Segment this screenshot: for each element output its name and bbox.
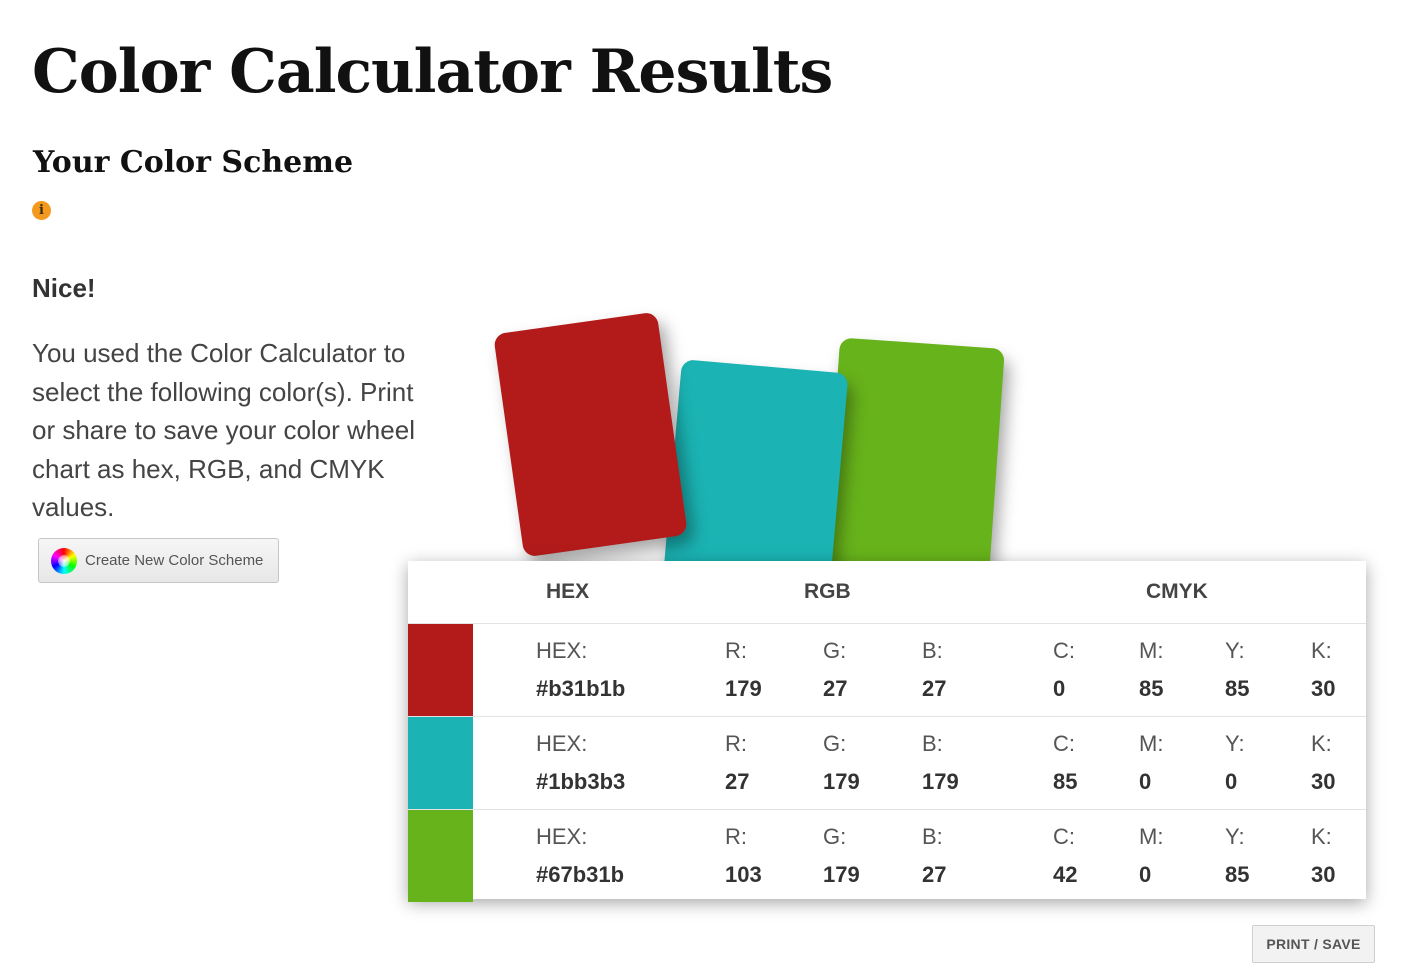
nice-heading: Nice! [32,273,96,303]
hex-value: #b31b1b [536,676,626,701]
k-cell: K: 30 [1311,636,1335,704]
c-label: C: [1053,824,1075,849]
print-save-button[interactable]: PRINT / SAVE [1252,925,1375,963]
g-cell: G: 179 [823,729,860,797]
section-title: Your Color Scheme [33,145,354,180]
create-button-label: Create New Color Scheme [85,552,264,569]
r-cell: R: 103 [725,822,762,890]
c-cell: C: 85 [1053,729,1077,797]
c-label: C: [1053,638,1075,663]
table-header: HEX RGB CMYK [408,561,1366,624]
k-label: K: [1311,638,1332,663]
color-swatch [408,717,473,809]
r-cell: R: 27 [725,729,749,797]
k-label: K: [1311,731,1332,756]
m-cell: M: 0 [1139,729,1163,797]
hex-label: HEX: [536,824,588,849]
hex-cell: HEX: #1bb3b3 [536,729,625,797]
color-wheel-icon [51,547,77,574]
c-value: 85 [1053,769,1078,794]
g-label: G: [823,824,847,849]
y-cell: Y: 85 [1225,822,1249,890]
r-label: R: [725,824,747,849]
color-swatch [408,810,473,902]
table-row: HEX: #67b31b R: 103 G: 179 B: 27 C: 42 M: 0 Y: 85 K: 30 [408,810,1366,902]
hex-label: HEX: [536,731,588,756]
g-value: 179 [823,769,860,794]
table-row: HEX: #b31b1b R: 179 G: 27 B: 27 C: 0 M: 85 Y: 85 K: 30 [408,624,1366,717]
m-value: 0 [1139,862,1152,887]
c-cell: C: 0 [1053,636,1075,704]
k-value: 30 [1311,862,1336,887]
b-cell: B: 27 [922,822,946,890]
r-value: 179 [725,676,762,701]
y-value: 85 [1225,862,1250,887]
r-label: R: [725,731,747,756]
y-cell: Y: 85 [1225,636,1249,704]
g-cell: G: 179 [823,822,860,890]
c-cell: C: 42 [1053,822,1077,890]
column-header-cmyk: CMYK [1146,580,1208,603]
y-cell: Y: 0 [1225,729,1245,797]
m-label: M: [1139,638,1164,663]
c-label: C: [1053,731,1075,756]
info-icon[interactable]: i [32,201,51,220]
r-cell: R: 179 [725,636,762,704]
k-cell: K: 30 [1311,822,1335,890]
m-label: M: [1139,824,1164,849]
g-label: G: [823,731,847,756]
r-value: 27 [725,769,750,794]
k-value: 30 [1311,676,1336,701]
hex-label: HEX: [536,638,588,663]
hex-cell: HEX: #67b31b [536,822,624,890]
color-values-table: HEX RGB CMYK HEX: #b31b1b R: 179 G: 27 B: 27 C: 0… [408,561,1366,902]
r-value: 103 [725,862,762,887]
color-card-green [824,337,1005,579]
color-card-red [493,311,688,558]
y-label: Y: [1225,824,1245,849]
y-value: 0 [1225,769,1238,794]
m-label: M: [1139,731,1164,756]
color-swatch [408,624,473,716]
hex-value: #1bb3b3 [536,769,626,794]
column-header-hex: HEX [546,580,590,603]
c-value: 0 [1053,676,1066,701]
b-value: 27 [922,676,947,701]
y-label: Y: [1225,731,1245,756]
r-label: R: [725,638,747,663]
hex-cell: HEX: #b31b1b [536,636,625,704]
column-header-rgb: RGB [804,580,851,603]
b-label: B: [922,638,943,663]
g-label: G: [823,638,847,663]
k-value: 30 [1311,769,1336,794]
page-title: Color Calculator Results [32,37,833,107]
g-value: 27 [823,676,848,701]
b-label: B: [922,824,943,849]
m-cell: M: 85 [1139,636,1163,704]
g-cell: G: 27 [823,636,847,704]
g-value: 179 [823,862,860,887]
y-value: 85 [1225,676,1250,701]
m-cell: M: 0 [1139,822,1163,890]
c-value: 42 [1053,862,1078,887]
create-new-color-scheme-button[interactable]: Create New Color Scheme [38,538,279,583]
y-label: Y: [1225,638,1245,663]
intro-text: You used the Color Calculator to select … [32,338,415,522]
m-value: 85 [1139,676,1164,701]
table-row: HEX: #1bb3b3 R: 27 G: 179 B: 179 C: 85 M: 0 Y: 0 K: 30 [408,717,1366,810]
hex-value: #67b31b [536,862,625,887]
b-label: B: [922,731,943,756]
m-value: 0 [1139,769,1152,794]
b-cell: B: 27 [922,636,946,704]
k-cell: K: 30 [1311,729,1335,797]
b-value: 179 [922,769,959,794]
k-label: K: [1311,824,1332,849]
b-value: 27 [922,862,947,887]
b-cell: B: 179 [922,729,959,797]
